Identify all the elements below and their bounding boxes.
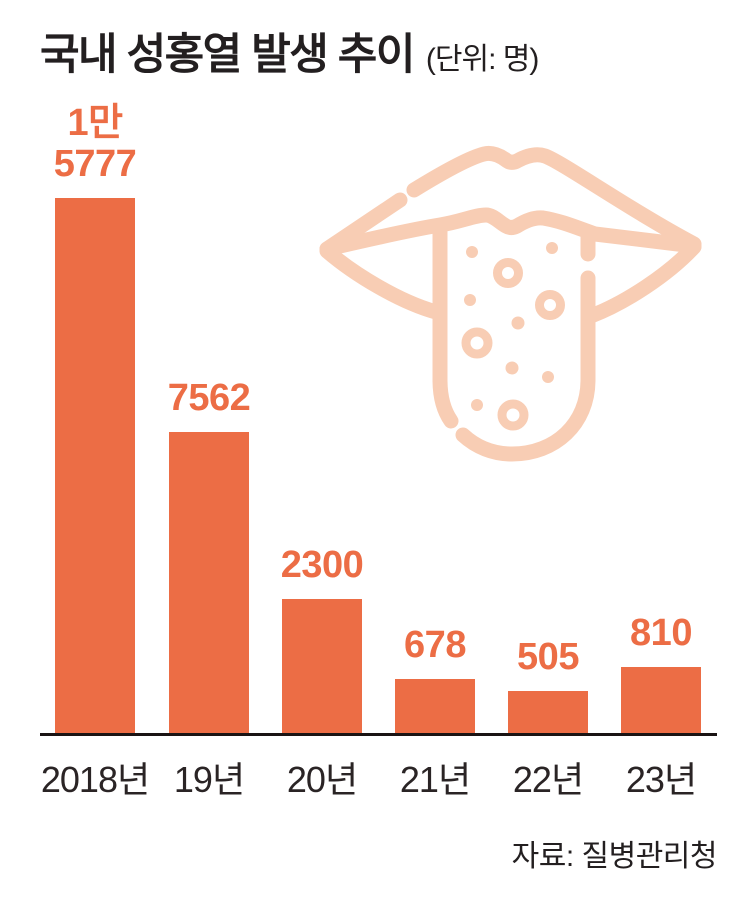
bar-value-22: 505 [463, 637, 633, 678]
bar-value-19: 7562 [124, 378, 294, 419]
tongue-spots [464, 242, 558, 411]
bar-2018 [55, 198, 135, 735]
bar-value-line: 505 [517, 636, 579, 678]
axis-label-23: 23년 [625, 759, 697, 800]
bar-value-line: 810 [630, 612, 692, 654]
bar-value-20: 2300 [237, 545, 407, 586]
bar-chart-plot-area: 1만 5777 7562 2300 678 505 810 [10, 103, 746, 735]
bar-value-line: 1만 [67, 102, 123, 144]
axis-label-21: 21년 [399, 759, 471, 800]
bar-value-23: 810 [576, 613, 746, 654]
bar-value-line: 7562 [167, 377, 251, 419]
bar-20 [282, 599, 362, 735]
bar-value-line: 5777 [53, 143, 137, 185]
page-title: 국내 성홍열 발생 추이 [40, 31, 415, 79]
bar-value-line: 2300 [280, 544, 364, 586]
axis-label-19: 19년 [173, 759, 245, 800]
source-credit: 자료: 질병관리청 [511, 840, 718, 873]
x-axis-baseline [40, 733, 717, 736]
chart-header: 국내 성홍열 발생 추이 (단위: 명) [40, 20, 539, 82]
strawberry-tongue-icon [319, 145, 702, 462]
axis-label-2018: 2018년 [40, 759, 150, 800]
bar-value-21: 678 [350, 625, 520, 666]
unit-label: (단위: 명) [425, 43, 539, 76]
bar-value-line: 678 [404, 624, 466, 666]
bar-21 [395, 679, 475, 735]
axis-label-22: 22년 [512, 759, 584, 800]
bar-22 [508, 691, 588, 735]
bar-23 [621, 667, 701, 735]
axis-label-20: 20년 [286, 759, 358, 800]
bar-value-2018: 1만 5777 [10, 103, 180, 185]
bar-19 [169, 432, 249, 735]
